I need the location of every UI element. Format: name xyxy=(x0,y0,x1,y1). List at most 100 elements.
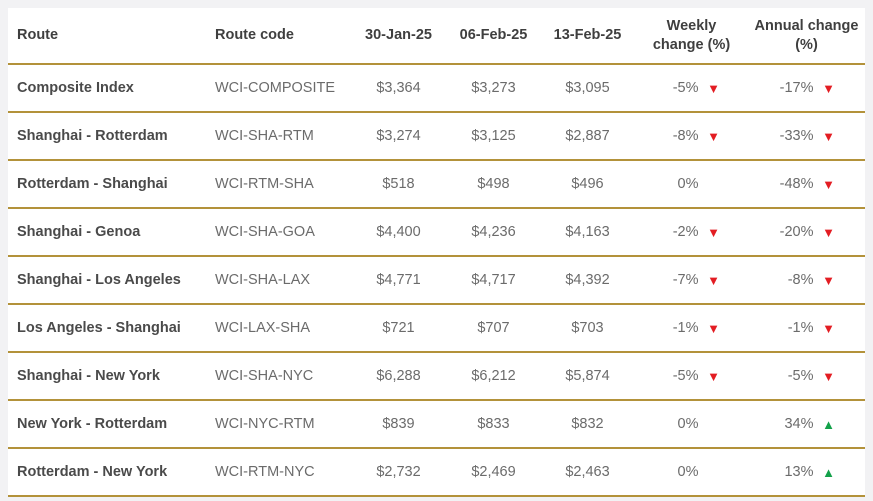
value-cell-date-1: $518 xyxy=(350,160,447,209)
value-cell-date-3: $703 xyxy=(540,304,635,353)
route-cell: Los Angeles - Shanghai xyxy=(8,304,205,353)
annual-change-cell: -20% ▼ xyxy=(748,208,865,257)
route-cell: Shanghai - Los Angeles xyxy=(8,256,205,305)
weekly-change-value: -2% xyxy=(672,224,699,240)
route-code-cell: WCI-SHA-RTM xyxy=(205,112,350,161)
value-cell-date-1: $2,732 xyxy=(350,448,447,497)
value-cell-date-1: $4,771 xyxy=(350,256,447,305)
col-header-route-code: Route code xyxy=(205,8,350,65)
value-cell-date-3: $3,095 xyxy=(540,64,635,113)
value-cell-date-3: $2,887 xyxy=(540,112,635,161)
annual-change-cell: -48% ▼ xyxy=(748,160,865,209)
value-cell-date-2: $833 xyxy=(447,400,540,449)
value-cell-date-2: $707 xyxy=(447,304,540,353)
weekly-change-value: 0% xyxy=(677,176,699,192)
weekly-change-value: -7% xyxy=(672,272,699,288)
route-cell: Shanghai - Genoa xyxy=(8,208,205,257)
annual-change-cell: -33% ▼ xyxy=(748,112,865,161)
annual-change-value: 13% xyxy=(784,464,814,480)
weekly-change-cell: 0% xyxy=(635,448,748,497)
value-cell-date-1: $3,364 xyxy=(350,64,447,113)
weekly-change-cell: -1% ▼ xyxy=(635,304,748,353)
value-cell-date-2: $498 xyxy=(447,160,540,209)
route-cell: Shanghai - Rotterdam xyxy=(8,112,205,161)
table-row: Los Angeles - Shanghai WCI-LAX-SHA $721 … xyxy=(8,304,865,353)
value-cell-date-3: $5,874 xyxy=(540,352,635,401)
value-cell-date-3: $496 xyxy=(540,160,635,209)
weekly-change-cell: -5% ▼ xyxy=(635,64,748,113)
down-arrow-icon: ▼ xyxy=(822,368,835,384)
value-cell-date-3: $2,463 xyxy=(540,448,635,497)
weekly-change-cell: -2% ▼ xyxy=(635,208,748,257)
route-code-cell: WCI-COMPOSITE xyxy=(205,64,350,113)
annual-change-value: 34% xyxy=(784,416,814,432)
down-arrow-icon: ▼ xyxy=(707,128,720,144)
route-code-cell: WCI-SHA-GOA xyxy=(205,208,350,257)
weekly-change-value: -5% xyxy=(672,80,699,96)
annual-change-value: -1% xyxy=(787,320,814,336)
down-arrow-icon: ▼ xyxy=(822,176,835,192)
table-row: Shanghai - Rotterdam WCI-SHA-RTM $3,274 … xyxy=(8,112,865,161)
table-row: Composite Index WCI-COMPOSITE $3,364 $3,… xyxy=(8,64,865,113)
value-cell-date-3: $4,163 xyxy=(540,208,635,257)
route-code-cell: WCI-LAX-SHA xyxy=(205,304,350,353)
route-cell: Shanghai - New York xyxy=(8,352,205,401)
value-cell-date-2: $2,469 xyxy=(447,448,540,497)
table-body: Composite Index WCI-COMPOSITE $3,364 $3,… xyxy=(8,64,865,497)
annual-change-cell: -5% ▼ xyxy=(748,352,865,401)
value-cell-date-2: $6,212 xyxy=(447,352,540,401)
down-arrow-icon: ▼ xyxy=(822,128,835,144)
down-arrow-icon: ▼ xyxy=(707,272,720,288)
route-code-cell: WCI-SHA-LAX xyxy=(205,256,350,305)
route-code-cell: WCI-RTM-NYC xyxy=(205,448,350,497)
table-row: Shanghai - New York WCI-SHA-NYC $6,288 $… xyxy=(8,352,865,401)
value-cell-date-2: $4,236 xyxy=(447,208,540,257)
annual-change-value: -48% xyxy=(779,176,814,192)
route-code-cell: WCI-RTM-SHA xyxy=(205,160,350,209)
value-cell-date-2: $4,717 xyxy=(447,256,540,305)
col-header-annual-change: Annual change (%) xyxy=(748,8,865,65)
down-arrow-icon: ▼ xyxy=(707,80,720,96)
route-cell: Rotterdam - New York xyxy=(8,448,205,497)
col-header-date-3: 13-Feb-25 xyxy=(540,8,635,65)
route-code-cell: WCI-NYC-RTM xyxy=(205,400,350,449)
down-arrow-icon: ▼ xyxy=(822,224,835,240)
route-cell: Composite Index xyxy=(8,64,205,113)
value-cell-date-3: $4,392 xyxy=(540,256,635,305)
value-cell-date-1: $6,288 xyxy=(350,352,447,401)
weekly-change-cell: 0% xyxy=(635,400,748,449)
down-arrow-icon: ▼ xyxy=(822,80,835,96)
annual-change-value: -5% xyxy=(787,368,814,384)
table-row: Rotterdam - Shanghai WCI-RTM-SHA $518 $4… xyxy=(8,160,865,209)
header-row: Route Route code 30-Jan-25 06-Feb-25 13-… xyxy=(8,8,865,65)
value-cell-date-1: $721 xyxy=(350,304,447,353)
route-cell: New York - Rotterdam xyxy=(8,400,205,449)
table-row: Shanghai - Los Angeles WCI-SHA-LAX $4,77… xyxy=(8,256,865,305)
annual-change-cell: -17% ▼ xyxy=(748,64,865,113)
weekly-change-value: -5% xyxy=(672,368,699,384)
annual-change-cell: 13% ▲ xyxy=(748,448,865,497)
weekly-change-value: 0% xyxy=(677,464,699,480)
route-cell: Rotterdam - Shanghai xyxy=(8,160,205,209)
annual-change-value: -17% xyxy=(779,80,814,96)
value-cell-date-1: $839 xyxy=(350,400,447,449)
up-arrow-icon: ▲ xyxy=(822,464,835,480)
value-cell-date-1: $4,400 xyxy=(350,208,447,257)
value-cell-date-1: $3,274 xyxy=(350,112,447,161)
table-row: New York - Rotterdam WCI-NYC-RTM $839 $8… xyxy=(8,400,865,449)
annual-change-cell: -1% ▼ xyxy=(748,304,865,353)
weekly-change-cell: -5% ▼ xyxy=(635,352,748,401)
weekly-change-cell: -7% ▼ xyxy=(635,256,748,305)
annual-change-value: -20% xyxy=(779,224,814,240)
rates-table-card: Route Route code 30-Jan-25 06-Feb-25 13-… xyxy=(8,8,865,497)
down-arrow-icon: ▼ xyxy=(707,320,720,336)
weekly-change-value: -1% xyxy=(672,320,699,336)
route-code-cell: WCI-SHA-NYC xyxy=(205,352,350,401)
down-arrow-icon: ▼ xyxy=(822,320,835,336)
annual-change-value: -8% xyxy=(787,272,814,288)
col-header-date-2: 06-Feb-25 xyxy=(447,8,540,65)
col-header-route: Route xyxy=(8,8,205,65)
down-arrow-icon: ▼ xyxy=(707,224,720,240)
weekly-change-cell: -8% ▼ xyxy=(635,112,748,161)
weekly-change-cell: 0% xyxy=(635,160,748,209)
